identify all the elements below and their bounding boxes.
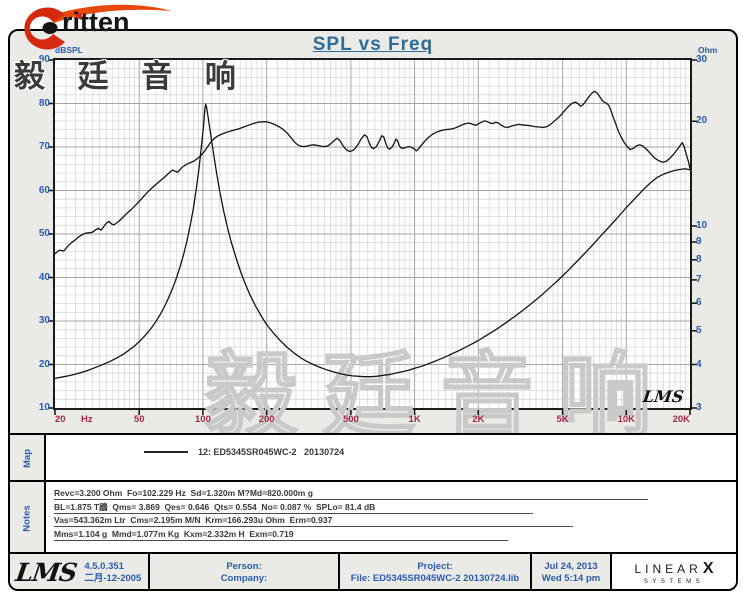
legend-entry: 12: ED5345SR045WC-2 20130724 — [144, 447, 344, 457]
db-tick-label: 20 — [38, 358, 50, 370]
db-tick-label: 10 — [38, 402, 50, 413]
ohm-tick-label: 30 — [696, 54, 708, 65]
footer-project-cell: Project: File: ED5345SR045WC-2 20130724.… — [340, 554, 532, 589]
axis-ticks — [48, 59, 697, 415]
ohm-tick-label: 9 — [696, 235, 702, 247]
map-band-label: Map — [21, 449, 33, 468]
db-tick-label: 50 — [38, 228, 50, 239]
spl-curve — [54, 90, 691, 255]
left-axis-unit-label: dBSPL — [55, 45, 83, 55]
note-line-1: Revc=3.200 Ohm Fo=102.229 Hz Sd=1.320m M… — [54, 487, 648, 500]
freq-tick-label: 2K — [472, 414, 485, 425]
footer-bar: LMS 4.5.0.351 二月-12-2005 Person: Company… — [10, 552, 736, 589]
brand-swoosh-icon — [24, 4, 172, 50]
ohm-tick-label: 4 — [696, 358, 702, 370]
right-axis-unit-label: Ohm — [698, 45, 718, 55]
lms-footer-logo: LMS — [13, 558, 79, 587]
ohm-tick-label: 8 — [696, 253, 702, 265]
freq-tick-label: 20 — [55, 414, 66, 425]
map-band: Map 12: ED5345SR045WC-2 20130724 — [10, 433, 736, 482]
freq-tick-label: 50 — [133, 414, 145, 425]
freq-tick-label: 500 — [342, 414, 359, 425]
db-tick-label: 70 — [38, 141, 50, 152]
freq-tick-label: 200 — [258, 414, 275, 425]
note-line-2: BL=1.875 T鶋 Qms= 3.869 Qes= 0.646 Qts= 0… — [54, 501, 533, 514]
freq-axis-unit: Hz — [81, 414, 93, 425]
legend-line-sample — [144, 451, 188, 453]
note-line-4: Mms=1.104 g Mmd=1.077m Kg Kxm=2.332m H E… — [54, 528, 508, 541]
footer-date-cell: Jul 24, 2013 Wed 5:14 pm — [532, 554, 612, 589]
notes-band: Notes Revc=3.200 Ohm Fo=102.229 Hz Sd=1.… — [10, 480, 736, 554]
ohm-tick-label: 5 — [696, 324, 702, 336]
linearx-x: X — [702, 560, 714, 577]
app-window: SPL vs Freq 毅廷音响 LMS dBSPL Ohm 90 80 70 60 5… — [8, 29, 738, 591]
note-line-3: Vas=543.362m Ltr Cms=2.195m M/N Krm=166.… — [54, 514, 573, 527]
db-tick-label: 30 — [38, 315, 50, 326]
brand-name: ritten — [62, 7, 130, 37]
brand-i-dot-icon — [76, 13, 82, 19]
grid-major — [55, 60, 690, 408]
brand-cjk-text: 毅 廷 音 响 — [14, 59, 248, 94]
chart-title: SPL vs Freq — [312, 34, 434, 55]
footer-version: 4.5.0.351 二月-12-2005 — [84, 561, 141, 585]
project-label: Project: — [417, 560, 453, 572]
linearx-logo-row1: LINEAR X — [634, 560, 713, 578]
person-label: Person: — [226, 560, 262, 572]
project-file: File: ED5345SR045WC-2 20130724.lib — [350, 572, 520, 584]
brand-logo: ritten — [10, 1, 190, 53]
footer-date: Jul 24, 2013 — [544, 560, 598, 572]
freq-tick-label: 5K — [556, 414, 569, 425]
watermark-text: 毅廷音响 — [205, 346, 677, 448]
impedance-curve — [54, 103, 691, 380]
linearx-text: LINEAR — [634, 562, 702, 576]
db-tick-label: 40 — [38, 271, 50, 283]
version-date: 二月-12-2005 — [84, 572, 142, 584]
db-tick-label: 80 — [38, 97, 50, 109]
chart-canvas: 毅廷音响 — [48, 59, 697, 449]
ohm-tick-label: 20 — [696, 115, 708, 127]
company-label: Company: — [220, 572, 268, 584]
ohm-tick-label: 6 — [696, 297, 702, 309]
freq-tick-label: 100 — [195, 414, 211, 425]
ohm-tick-label: 10 — [696, 220, 708, 232]
lms-plot-logo: LMS — [642, 387, 686, 406]
freq-tick-label: 10K — [617, 414, 635, 425]
db-tick-label: 90 — [38, 54, 50, 65]
ohm-tick-label: 7 — [696, 273, 702, 285]
linearx-logo: LINEAR X SYSTEMS — [612, 554, 736, 589]
notes-band-content: Revc=3.200 Ohm Fo=102.229 Hz Sd=1.320m M… — [46, 482, 736, 554]
linearx-systems-text: SYSTEMS — [643, 579, 705, 585]
notes-band-label-cell: Notes — [10, 482, 46, 554]
footer-version-cell: LMS 4.5.0.351 二月-12-2005 — [10, 554, 150, 589]
freq-tick-label: 20K — [672, 414, 690, 425]
footer-time: Wed 5:14 pm — [541, 572, 601, 584]
map-band-content: 12: ED5345SR045WC-2 20130724 — [46, 435, 736, 482]
plot-area: 毅廷音响 LMS — [48, 58, 697, 449]
footer-person-cell: Person: Company: — [150, 554, 340, 589]
version-number: 4.5.0.351 — [84, 560, 124, 572]
legend-entry-text: 12: ED5345SR045WC-2 20130724 — [198, 447, 345, 457]
map-band-label-cell: Map — [10, 435, 46, 482]
freq-tick-label: 1K — [408, 414, 421, 425]
db-tick-label: 60 — [38, 184, 50, 196]
notes-band-label: Notes — [21, 504, 33, 532]
ohm-tick-label: 3 — [696, 402, 702, 413]
